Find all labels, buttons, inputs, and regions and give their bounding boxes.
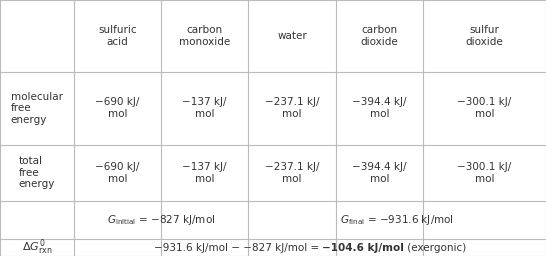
Text: −394.4 kJ/
mol: −394.4 kJ/ mol <box>352 162 407 184</box>
Text: −137 kJ/
mol: −137 kJ/ mol <box>182 162 227 184</box>
Text: carbon
monoxide: carbon monoxide <box>179 25 230 47</box>
Text: −137 kJ/
mol: −137 kJ/ mol <box>182 97 227 119</box>
Text: total
free
energy: total free energy <box>19 156 55 189</box>
Text: −931.6 kJ/mol − −827 kJ/mol =: −931.6 kJ/mol − −827 kJ/mol = <box>153 243 322 253</box>
Text: −237.1 kJ/
mol: −237.1 kJ/ mol <box>265 162 319 184</box>
Text: carbon
dioxide: carbon dioxide <box>360 25 399 47</box>
Text: −394.4 kJ/
mol: −394.4 kJ/ mol <box>352 97 407 119</box>
Text: molecular
free
energy: molecular free energy <box>11 92 63 125</box>
Text: −300.1 kJ/
mol: −300.1 kJ/ mol <box>458 162 512 184</box>
Text: −104.6 kJ/mol: −104.6 kJ/mol <box>322 243 404 253</box>
Text: $G_{\rm initial}$ = −827 kJ/mol: $G_{\rm initial}$ = −827 kJ/mol <box>107 213 215 227</box>
Text: sulfur
dioxide: sulfur dioxide <box>466 25 503 47</box>
Text: −690 kJ/
mol: −690 kJ/ mol <box>95 97 140 119</box>
Text: sulfuric
acid: sulfuric acid <box>98 25 136 47</box>
Text: −690 kJ/
mol: −690 kJ/ mol <box>95 162 140 184</box>
Text: −300.1 kJ/
mol: −300.1 kJ/ mol <box>458 97 512 119</box>
Text: (exergonic): (exergonic) <box>404 243 466 253</box>
Text: $\Delta G^0_{\rm rxn}$: $\Delta G^0_{\rm rxn}$ <box>22 238 52 256</box>
Text: water: water <box>277 31 307 41</box>
Text: −237.1 kJ/
mol: −237.1 kJ/ mol <box>265 97 319 119</box>
Text: $G_{\rm final}$ = −931.6 kJ/mol: $G_{\rm final}$ = −931.6 kJ/mol <box>340 213 454 227</box>
